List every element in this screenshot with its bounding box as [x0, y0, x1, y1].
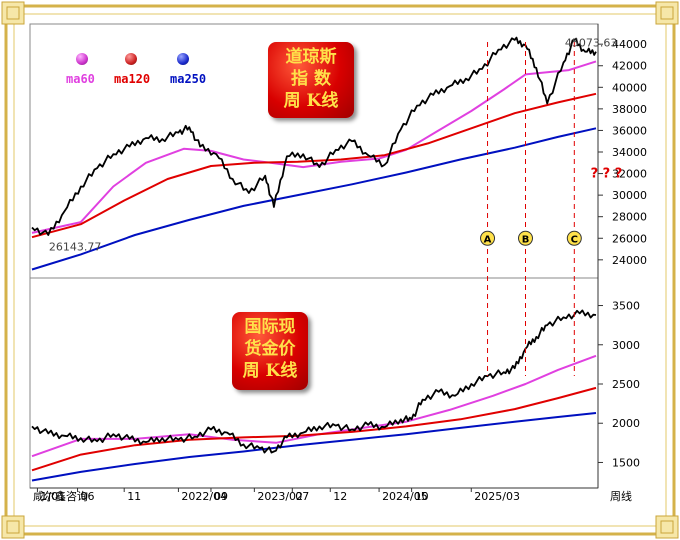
- x-tick-label: 07: [295, 490, 309, 503]
- x-tick-label: 1/01: [40, 490, 65, 503]
- top-series-ma60: [31, 60, 597, 234]
- bottom-series-ma60: [31, 354, 597, 458]
- x-tick-label: 06: [81, 490, 95, 503]
- x-tick-label: 2024/05: [382, 490, 428, 503]
- legend-dot-ma120: [125, 53, 137, 65]
- legend-label-ma60: ma60: [66, 72, 95, 86]
- bottom-y-tick-label: 2500: [612, 378, 640, 391]
- badge-top-line-1: 道琼斯: [285, 47, 337, 67]
- footer-left-label: 咸尔鑫咨询: [33, 489, 88, 503]
- legend-label-ma250: ma250: [170, 72, 207, 86]
- low-value-label: 26143.77: [49, 241, 102, 254]
- guide-lines: [487, 42, 575, 376]
- top-y-tick-label: 28000: [612, 211, 647, 224]
- top-y-tick-label: 42000: [612, 60, 647, 73]
- gold-badge: 国际现 货金价 周 K线: [232, 312, 308, 390]
- legend-dot-ma60: [76, 53, 88, 65]
- corner-ornament-br: [655, 515, 679, 539]
- marker-circle-B: [518, 230, 533, 246]
- dow-jones-badge: 道琼斯 指 数 周 K线: [268, 42, 354, 118]
- bottom-y-tick-label: 3000: [612, 339, 640, 352]
- x-tick-label: 2023/02: [257, 490, 303, 503]
- x-tick-label: 12: [333, 490, 347, 503]
- corner-ornament-tl: [1, 1, 25, 25]
- top-annotations: 26143.77 45073.63 ? ? ? A B C: [49, 37, 622, 254]
- top-y-tick-label: 26000: [612, 232, 647, 245]
- badge-top-line-2: 指 数: [291, 69, 331, 89]
- bottom-series-ma250: [31, 412, 597, 482]
- top-series-ma120: [31, 92, 597, 239]
- dow-jones-chart: [31, 36, 597, 271]
- top-y-axis: 44000 42000 40000 38000 36000 34000 32000 30000…: [598, 38, 647, 267]
- x-tick-label: 09: [214, 490, 228, 503]
- x-tick-label: 2025/03: [474, 490, 520, 503]
- top-y-tick-label: 32000: [612, 168, 647, 181]
- bottom-y-axis: 3500 3000 2500 2000 1500: [598, 300, 640, 469]
- badge-bottom-line-1: 国际现: [244, 317, 296, 337]
- bottom-plot-area: [29, 277, 599, 489]
- question-marks: ? ? ?: [591, 167, 623, 182]
- top-y-tick-label: 44000: [612, 38, 647, 51]
- marker-label-C: C: [571, 234, 578, 245]
- top-series-price: [31, 36, 597, 236]
- x-tick-label: 2022/04: [181, 490, 227, 503]
- badge-top-line-3: 周 K线: [283, 91, 339, 111]
- bottom-y-tick-label: 1500: [612, 456, 640, 469]
- top-y-tick-label: 36000: [612, 124, 647, 137]
- marker-circle-C: [566, 230, 582, 246]
- bottom-series-price: [31, 309, 597, 454]
- marker-label-A: A: [484, 234, 492, 245]
- top-y-tick-label: 40000: [612, 81, 647, 94]
- footer-right-label: 周线: [610, 489, 632, 503]
- top-series-ma250: [31, 127, 597, 271]
- top-y-tick-label: 34000: [612, 146, 647, 159]
- outer-border: [4, 4, 676, 536]
- top-y-tick-label: 30000: [612, 189, 647, 202]
- marker-circle-A: [480, 230, 496, 246]
- top-y-tick-label: 24000: [612, 254, 647, 267]
- corner-ornament-tr: [655, 1, 679, 25]
- bottom-y-tick-label: 2000: [612, 417, 640, 430]
- gold-chart: [31, 309, 597, 482]
- legend-dot-ma250: [177, 53, 189, 65]
- bottom-series-ma120: [31, 386, 597, 472]
- badge-bottom-line-3: 周 K线: [242, 361, 298, 381]
- high-value-label: 45073.63: [565, 37, 618, 50]
- bottom-y-tick-label: 3500: [612, 300, 640, 313]
- x-tick-label: 10: [415, 490, 429, 503]
- inner-border: [13, 13, 667, 527]
- legend-label-ma120: ma120: [114, 72, 151, 86]
- badge-bottom-line-2: 货金价: [244, 339, 296, 359]
- x-tick-label: 11: [127, 490, 141, 503]
- marker-label-B: B: [522, 234, 530, 245]
- top-y-tick-label: 38000: [612, 103, 647, 116]
- corner-ornament-bl: [1, 515, 25, 539]
